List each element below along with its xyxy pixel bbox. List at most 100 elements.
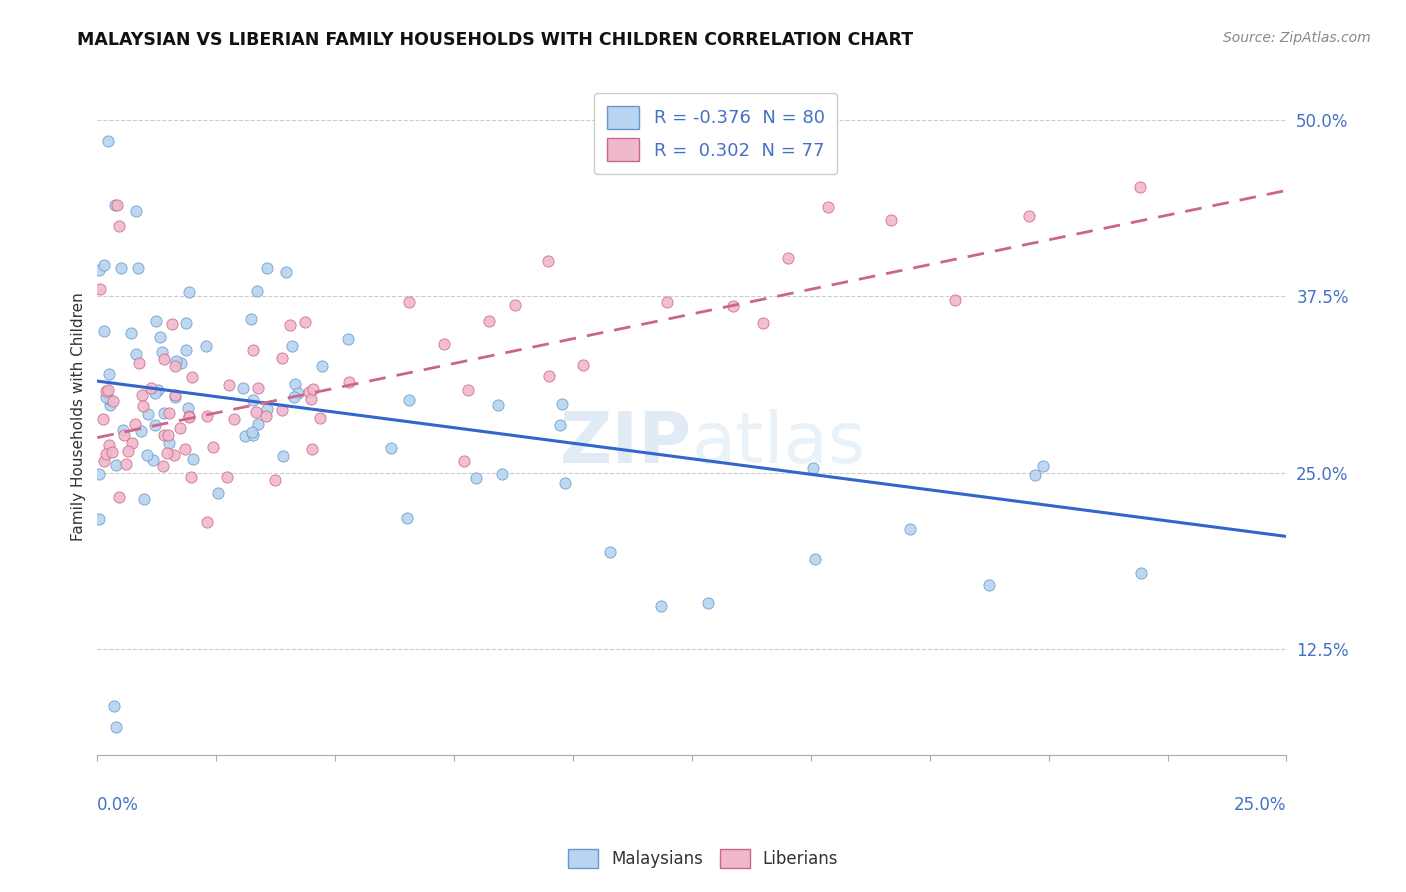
- Point: [817, 200, 839, 214]
- Point: [233, 429, 256, 443]
- Point: [752, 316, 775, 330]
- Point: [240, 312, 263, 326]
- Point: [143, 385, 166, 400]
- Point: [302, 382, 325, 396]
- Point: [87, 512, 110, 526]
- Point: [105, 197, 128, 211]
- Point: [98, 438, 121, 452]
- Point: [336, 332, 359, 346]
- Point: [170, 356, 193, 370]
- Point: [181, 452, 204, 467]
- Text: 0.0%: 0.0%: [97, 796, 139, 814]
- Point: [136, 407, 159, 421]
- Point: [696, 596, 718, 610]
- Point: [308, 410, 330, 425]
- Point: [246, 284, 269, 298]
- Point: [104, 458, 127, 472]
- Point: [572, 358, 595, 372]
- Point: [537, 254, 560, 268]
- Point: [457, 383, 479, 397]
- Y-axis label: Family Households with Children: Family Households with Children: [72, 292, 86, 541]
- Point: [117, 443, 139, 458]
- Point: [132, 492, 155, 507]
- Point: [174, 442, 197, 456]
- Point: [254, 409, 277, 423]
- Point: [1018, 209, 1040, 223]
- Point: [271, 351, 294, 365]
- Point: [276, 265, 298, 279]
- Point: [153, 427, 176, 442]
- Point: [202, 440, 225, 454]
- Point: [163, 448, 186, 462]
- Point: [398, 295, 420, 310]
- Point: [281, 339, 304, 353]
- Point: [103, 698, 125, 713]
- Point: [110, 260, 132, 275]
- Point: [165, 359, 187, 374]
- Point: [97, 134, 120, 148]
- Point: [128, 356, 150, 370]
- Point: [98, 368, 121, 382]
- Point: [94, 384, 117, 399]
- Point: [197, 515, 219, 529]
- Point: [93, 454, 115, 468]
- Point: [218, 378, 240, 392]
- Point: [101, 393, 124, 408]
- Point: [132, 399, 155, 413]
- Legend: Malaysians, Liberians: Malaysians, Liberians: [561, 842, 845, 875]
- Point: [163, 387, 186, 401]
- Point: [150, 344, 173, 359]
- Point: [294, 315, 316, 329]
- Point: [108, 219, 131, 233]
- Point: [240, 425, 263, 439]
- Point: [194, 339, 217, 353]
- Text: Source: ZipAtlas.com: Source: ZipAtlas.com: [1223, 31, 1371, 45]
- Point: [398, 392, 420, 407]
- Point: [97, 383, 120, 397]
- Point: [105, 720, 128, 734]
- Point: [486, 398, 509, 412]
- Point: [804, 551, 827, 566]
- Point: [98, 398, 121, 412]
- Point: [283, 390, 305, 404]
- Point: [380, 441, 402, 455]
- Text: 25.0%: 25.0%: [1234, 796, 1286, 814]
- Point: [1024, 467, 1046, 482]
- Point: [278, 318, 301, 333]
- Point: [242, 343, 264, 358]
- Point: [1128, 179, 1150, 194]
- Point: [108, 490, 131, 504]
- Point: [599, 545, 621, 559]
- Point: [120, 326, 142, 340]
- Text: ZIP: ZIP: [560, 409, 692, 478]
- Point: [478, 314, 501, 328]
- Point: [264, 473, 287, 487]
- Point: [284, 376, 307, 391]
- Text: MALAYSIAN VS LIBERIAN FAMILY HOUSEHOLDS WITH CHILDREN CORRELATION CHART: MALAYSIAN VS LIBERIAN FAMILY HOUSEHOLDS …: [77, 31, 914, 49]
- Point: [801, 460, 824, 475]
- Point: [93, 324, 115, 338]
- Point: [287, 386, 309, 401]
- Point: [152, 352, 174, 367]
- Point: [177, 409, 200, 424]
- Point: [337, 375, 360, 389]
- Point: [943, 293, 966, 308]
- Point: [136, 448, 159, 462]
- Point: [207, 485, 229, 500]
- Point: [111, 423, 134, 437]
- Point: [176, 401, 198, 416]
- Point: [880, 212, 903, 227]
- Point: [93, 258, 115, 272]
- Point: [215, 470, 238, 484]
- Point: [179, 410, 201, 425]
- Point: [129, 424, 152, 438]
- Point: [125, 347, 148, 361]
- Point: [87, 262, 110, 277]
- Point: [776, 251, 799, 265]
- Point: [125, 203, 148, 218]
- Point: [149, 330, 172, 344]
- Point: [491, 467, 513, 481]
- Point: [900, 522, 922, 536]
- Point: [465, 471, 488, 485]
- Point: [169, 420, 191, 434]
